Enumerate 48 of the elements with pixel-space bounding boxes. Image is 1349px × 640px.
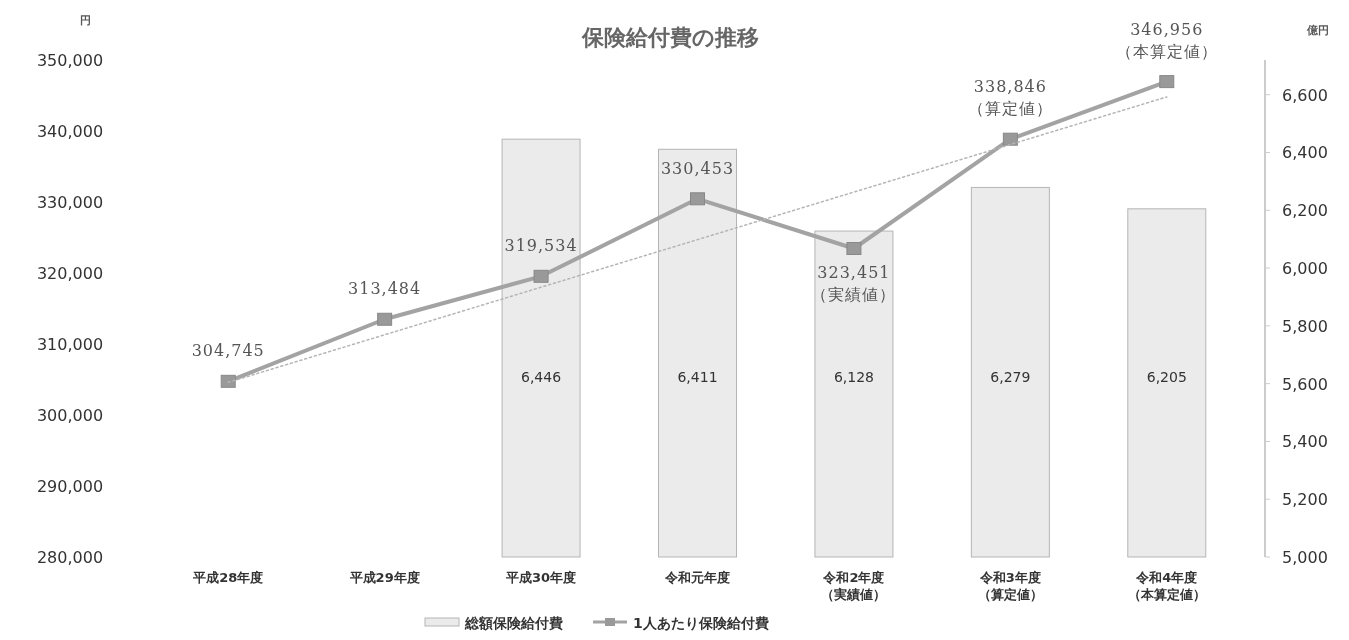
y2-tick-label: 6,400 [1282,143,1328,163]
point [220,374,236,388]
y2-tick-label: 5,600 [1282,374,1328,394]
y-tick-label: 310,000 [36,335,104,354]
point [377,312,393,326]
point [533,269,549,283]
x-tick-label: 令和3年度（算定値） [977,570,1043,602]
y-tick-label: 330,000 [36,193,104,212]
data-label: 6,205 [1146,369,1187,385]
y2-axis-title: 億円 [1306,24,1329,37]
data-label: 319,534 [504,236,578,256]
data-label: 346,956（本算定値） [1115,19,1218,61]
data-label: 6,128 [833,369,874,385]
x-tick-label: 令和元年度 [664,570,730,585]
point [690,192,705,206]
y-tick-label: 290,000 [36,477,104,496]
y-axis-title: 円 [79,14,91,27]
data-label: 6,446 [521,369,562,385]
legend-label: 1人あたり保険給付費 [633,615,769,631]
point [846,242,862,255]
y2-tick-label: 6,200 [1282,201,1328,221]
y-tick-label: 350,000 [36,51,104,70]
x-tick-label: 令和4年度（本算定値） [1127,570,1206,602]
x-tick-label: 平成28年度 [192,570,264,585]
data-label: 313,484 [348,279,422,299]
y2-tick-label: 5,000 [1282,548,1328,567]
data-label: 323,451（実績値） [811,263,897,305]
y2-tick-label: 6,000 [1282,259,1328,279]
data-label: 338,846（算定値） [967,77,1053,119]
x-tick-label: 平成30年度 [505,570,577,585]
y2-tick-label: 5,400 [1282,432,1328,452]
y-tick-label: 320,000 [36,264,104,283]
y-tick-label: 280,000 [36,548,104,567]
point [1002,132,1018,146]
data-label: 6,411 [677,369,718,385]
data-label: 330,453 [660,158,735,178]
y-tick-label: 340,000 [36,122,104,141]
data-label: 304,745 [191,341,265,361]
point [1159,75,1175,89]
y2-tick-label: 5,800 [1282,316,1328,336]
y-tick-label: 300,000 [36,406,104,425]
data-label: 6,279 [990,369,1031,385]
y2-tick-label: 6,600 [1282,85,1328,105]
legend-label: 総額保険給付費 [464,615,563,631]
x-tick-label: 令和2年度（実績値） [821,570,887,602]
x-tick-label: 平成29年度 [348,570,420,585]
chart-title: 保険給付費の推移 [580,25,759,50]
y2-tick-label: 5,200 [1282,490,1328,510]
